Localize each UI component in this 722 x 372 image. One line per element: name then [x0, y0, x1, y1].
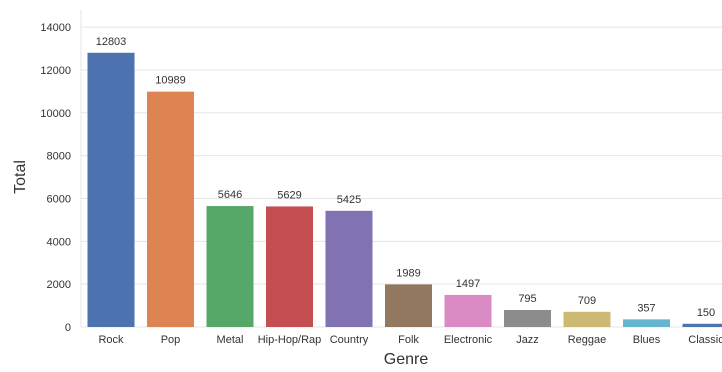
x-tick-label: Electronic — [444, 334, 493, 346]
bar — [87, 52, 135, 327]
y-tick-label: 6000 — [47, 193, 71, 205]
bar-value-label: 357 — [637, 302, 655, 314]
bar — [325, 210, 373, 327]
y-tick-label: 12000 — [40, 65, 71, 77]
x-tick-label: Pop — [161, 334, 181, 346]
y-tick-label: 10000 — [40, 108, 71, 120]
y-axis-title: Total — [12, 160, 29, 194]
bar — [682, 323, 722, 327]
bar — [623, 319, 670, 327]
bar — [444, 294, 492, 327]
x-tick-label: Hip-Hop/Rap — [258, 334, 322, 346]
bar — [563, 311, 611, 327]
bar-value-label: 5629 — [277, 189, 301, 201]
bar — [147, 91, 194, 327]
bars — [87, 52, 722, 327]
x-tick-label: Blues — [633, 334, 661, 346]
data-labels: 12803 10989 5646 5629 5425 1989 1497 795 709 357 1… — [96, 36, 715, 319]
x-tick-label: Jazz — [516, 334, 539, 346]
y-tick-label: 2000 — [47, 279, 71, 291]
bar-value-label: 5646 — [218, 189, 242, 201]
x-tick-label: Reggae — [568, 334, 607, 346]
bar-value-label: 795 — [518, 293, 536, 305]
bar-value-label: 709 — [578, 295, 596, 307]
x-tick-label: Classic — [688, 334, 722, 346]
x-axis-ticks: Rock Pop Metal Hip-Hop/Rap Country Folk Electr… — [98, 334, 722, 346]
y-tick-label: 14000 — [40, 22, 71, 34]
x-tick-label: Country — [330, 334, 369, 346]
x-tick-label: Metal — [217, 334, 244, 346]
x-axis-title: Genre — [384, 351, 429, 368]
x-tick-label: Rock — [98, 334, 124, 346]
x-tick-label: Folk — [398, 334, 419, 346]
y-axis-ticks: 0 2000 4000 6000 8000 10000 12000 14000 — [40, 22, 71, 334]
bar-value-label: 1989 — [396, 267, 420, 279]
bar — [266, 206, 313, 327]
bar-value-label: 150 — [697, 307, 715, 319]
bar-value-label: 10989 — [155, 75, 186, 87]
bar — [504, 309, 551, 327]
y-tick-label: 0 — [65, 322, 71, 334]
y-tick-label: 8000 — [47, 151, 71, 163]
y-tick-label: 4000 — [47, 236, 71, 248]
bar — [385, 284, 432, 327]
bar-value-label: 5425 — [337, 194, 361, 206]
bar-value-label: 12803 — [96, 36, 127, 48]
bar-value-label: 1497 — [456, 278, 480, 290]
bar — [206, 206, 254, 327]
